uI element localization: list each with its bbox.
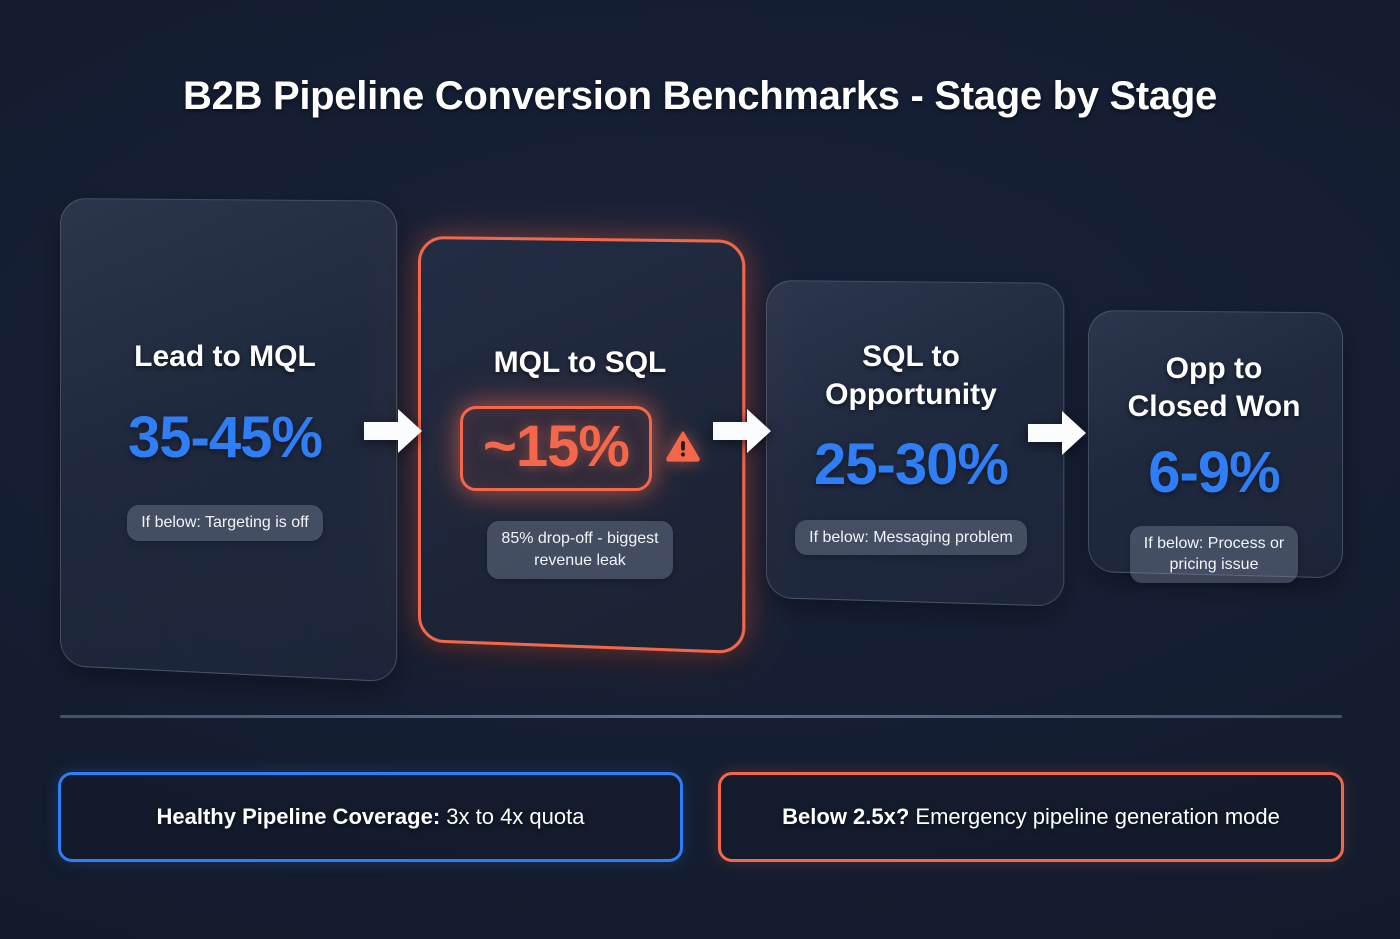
- stage-note-3: If below: Messaging problem: [795, 519, 1027, 556]
- footer-right-bold: Below 2.5x?: [782, 804, 910, 829]
- stage-label-2: MQL to SQL: [493, 346, 667, 379]
- footer-right-text: Below 2.5x? Emergency pipeline generatio…: [782, 804, 1280, 830]
- footer-healthy-coverage-box[interactable]: Healthy Pipeline Coverage: 3x to 4x quot…: [58, 772, 683, 862]
- stage-value-4: 6-9%: [1148, 439, 1280, 505]
- stage-value-1: 35-45%: [128, 405, 323, 471]
- stage-content-3: SQL to Opportunity 25-30% If below: Mess…: [772, 338, 1050, 556]
- stage-value-3: 25-30%: [814, 431, 1009, 497]
- stage-content-2: MQL to SQL ~15% 85% drop-off - biggest r…: [432, 344, 728, 579]
- footer-left-bold: Healthy Pipeline Coverage:: [156, 804, 441, 829]
- stage-value-row-2: ~15%: [460, 406, 700, 492]
- footer-left-text: Healthy Pipeline Coverage: 3x to 4x quot…: [157, 804, 585, 830]
- stage-label-1: Lead to MQL: [134, 340, 316, 373]
- stage-content-1: Lead to MQL 35-45% If below: Targeting i…: [75, 338, 375, 541]
- stage-label-4: Opp to Closed Won: [1127, 352, 1301, 424]
- page-title: B2B Pipeline Conversion Benchmarks - Sta…: [183, 74, 1217, 118]
- footer-right-rest: Emergency pipeline generation mode: [909, 804, 1280, 829]
- stage-note-4: If below: Process or pricing issue: [1129, 525, 1299, 583]
- warning-triangle-icon: [666, 430, 700, 467]
- footer-left-rest: 3x to 4x quota: [440, 804, 585, 829]
- stage-label-3: SQL to Opportunity: [825, 340, 997, 412]
- stage-value-2: ~15%: [460, 406, 652, 492]
- arrow-stage-1-to-2-icon: [362, 405, 424, 457]
- arrow-stage-2-to-3-icon: [711, 405, 773, 457]
- stage-note-2: 85% drop-off - biggest revenue leak: [487, 521, 673, 579]
- footer-emergency-mode-box[interactable]: Below 2.5x? Emergency pipeline generatio…: [718, 772, 1344, 862]
- stage-note-1: If below: Targeting is off: [127, 505, 323, 541]
- section-divider: [60, 715, 1342, 718]
- stage-content-4: Opp to Closed Won 6-9% If below: Process…: [1092, 350, 1336, 583]
- arrow-stage-3-to-4-icon: [1026, 407, 1088, 459]
